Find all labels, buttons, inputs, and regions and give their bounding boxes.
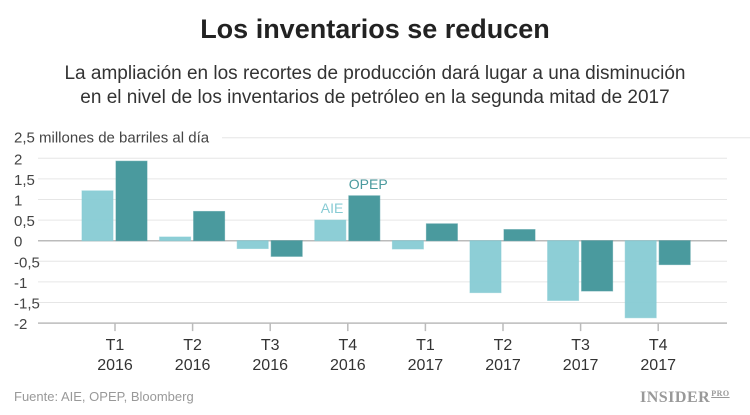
- y-tick-label: -2: [14, 316, 27, 333]
- bar-aie: [236, 240, 269, 250]
- bar-opep: [425, 223, 458, 242]
- x-tick-label-year: 2016: [97, 357, 133, 374]
- y-tick-label: 1: [14, 193, 22, 210]
- x-tick-label: T1: [416, 337, 435, 354]
- x-tick-label: T2: [183, 337, 202, 354]
- y-tick-label: 1,5: [14, 172, 35, 189]
- y-tick-label: 0: [14, 234, 22, 251]
- x-tick-label: T4: [338, 337, 357, 354]
- x-tick-label: T3: [571, 337, 590, 354]
- x-tick-label-year: 2017: [408, 357, 444, 374]
- bar-aie: [314, 219, 347, 242]
- x-tick-label-year: 2017: [563, 357, 599, 374]
- bar-opep: [503, 229, 536, 242]
- bar-opep: [658, 240, 691, 266]
- x-tick-label: T4: [649, 337, 668, 354]
- y-tick-label: -1,5: [14, 296, 40, 313]
- x-tick-label-year: 2016: [330, 357, 366, 374]
- bar-opep: [115, 160, 148, 242]
- series-label-opep: OPEP: [349, 176, 388, 192]
- source-note: Fuente: AIE, OPEP, Bloomberg: [14, 389, 194, 404]
- x-tick-label: T3: [261, 337, 280, 354]
- insider-pro-logo: INSIDERPRO: [640, 389, 730, 407]
- y-tick-label: -1: [14, 275, 27, 292]
- logo-suffix: PRO: [711, 389, 730, 398]
- subtitle-line-1: La ampliación en los recortes de producc…: [64, 63, 686, 84]
- y-axis-title: 2,5 millones de barriles al día: [14, 130, 210, 147]
- logo-text: INSIDER: [640, 389, 711, 406]
- x-tick-label-year: 2016: [252, 357, 288, 374]
- x-tick-label: T1: [106, 337, 125, 354]
- bar-opep: [581, 240, 614, 292]
- subtitle-line-2: en el nivel de los inventarios de petról…: [80, 87, 670, 108]
- chart-subtitle: La ampliación en los recortes de producc…: [0, 62, 750, 110]
- bar-aie: [81, 190, 114, 242]
- chart-title: Los inventarios se reducen: [200, 14, 550, 44]
- bar-opep: [193, 210, 226, 242]
- x-tick-label-year: 2017: [485, 357, 521, 374]
- x-tick-label-year: 2017: [640, 357, 676, 374]
- bar-aie: [624, 240, 657, 319]
- y-tick-label: 2: [14, 151, 22, 168]
- bar-opep: [348, 195, 381, 242]
- x-tick-label-year: 2016: [175, 357, 211, 374]
- y-tick-label: -0,5: [14, 254, 40, 271]
- x-tick-label: T2: [494, 337, 513, 354]
- y-tick-label: 0,5: [14, 213, 35, 230]
- bar-aie: [391, 240, 424, 250]
- series-label-aie: AIE: [321, 200, 344, 216]
- bar-opep: [270, 240, 303, 257]
- bar-aie: [469, 240, 502, 294]
- bar-aie: [159, 236, 192, 242]
- bar-aie: [547, 240, 580, 301]
